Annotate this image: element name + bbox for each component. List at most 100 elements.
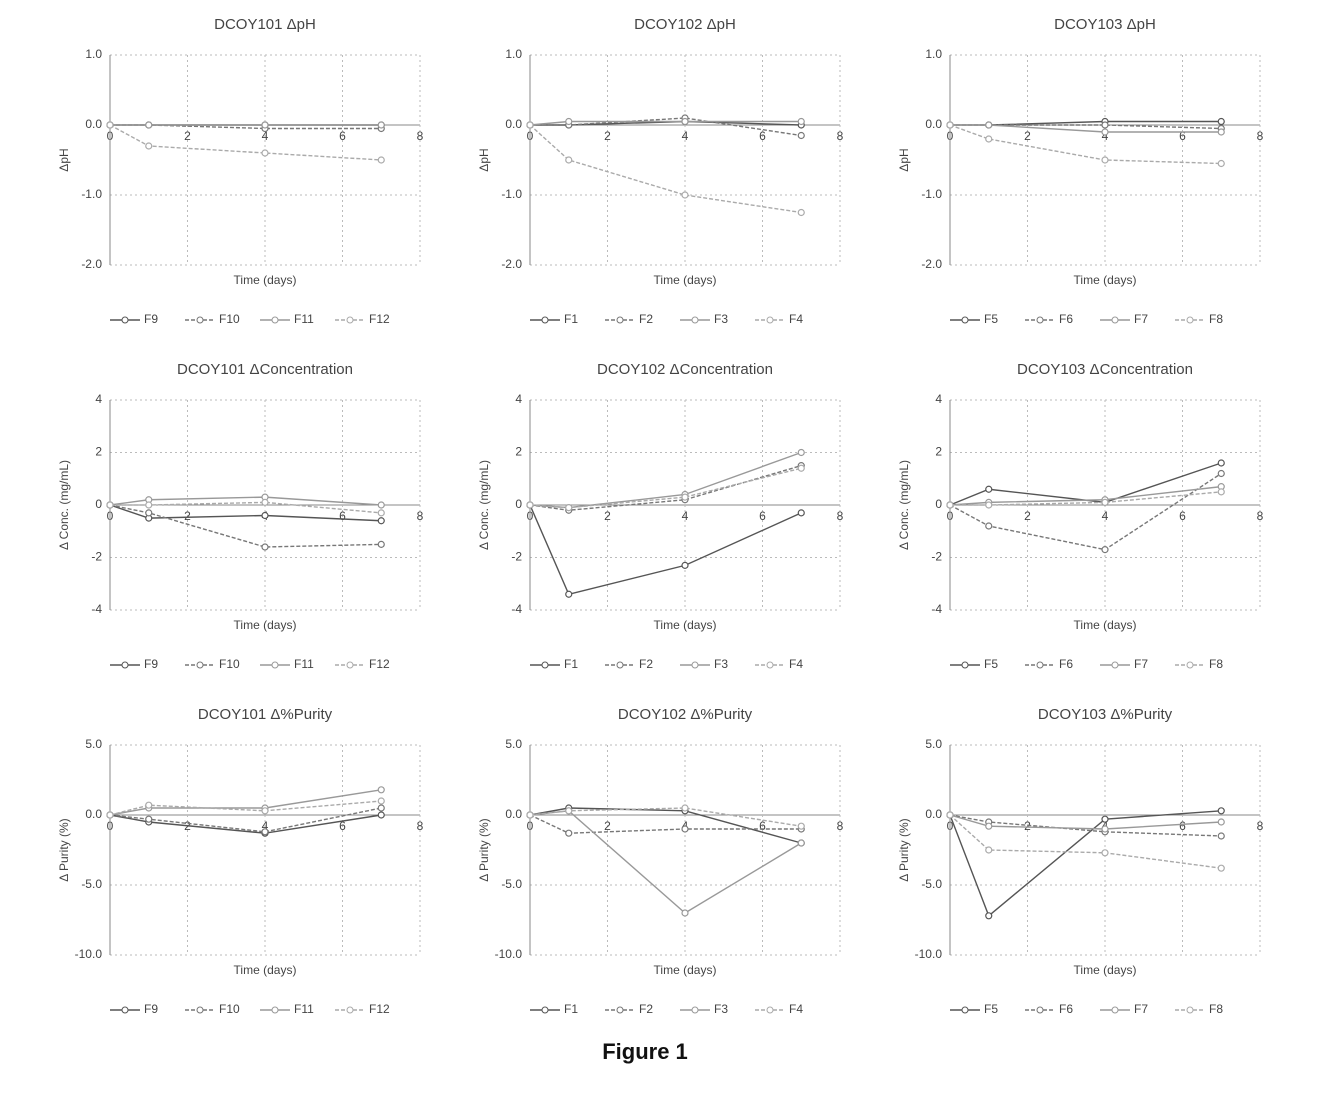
x-tick-label: 8 — [837, 819, 844, 833]
chart-title: DCOY103 Δ%Purity — [1038, 706, 1173, 723]
x-tick-label: 2 — [604, 509, 611, 523]
data-point — [1102, 850, 1108, 856]
y-tick-label: 5.0 — [85, 737, 102, 751]
data-point — [1218, 161, 1224, 167]
legend-label: F8 — [1209, 312, 1223, 326]
y-tick-label: 1.0 — [505, 47, 522, 61]
data-point — [262, 499, 268, 505]
series-line — [530, 453, 801, 508]
legend-label: F4 — [789, 312, 803, 326]
legend-label: F8 — [1209, 1002, 1223, 1016]
chart-title: DCOY102 ΔConcentration — [597, 361, 773, 378]
chart-title: DCOY101 Δ%Purity — [198, 706, 333, 723]
data-point — [378, 502, 384, 508]
data-point — [986, 136, 992, 142]
y-tick-label: 5.0 — [925, 737, 942, 751]
legend-label: F6 — [1059, 1002, 1073, 1016]
x-tick-label: 6 — [1179, 129, 1186, 143]
legend-marker — [542, 1007, 548, 1013]
legend-marker — [692, 662, 698, 668]
x-tick-label: 2 — [604, 129, 611, 143]
y-tick-label: -4 — [511, 602, 522, 616]
legend-label: F1 — [564, 312, 578, 326]
data-point — [1102, 129, 1108, 135]
data-point — [1218, 129, 1224, 135]
data-point — [1218, 460, 1224, 466]
x-tick-label: 8 — [417, 129, 424, 143]
legend-label: F7 — [1134, 1002, 1148, 1016]
legend-label: F12 — [369, 312, 390, 326]
data-point — [262, 544, 268, 550]
legend-marker — [1187, 1007, 1193, 1013]
series-line — [530, 468, 801, 507]
data-point — [986, 122, 992, 128]
data-point — [378, 787, 384, 793]
y-tick-label: -1.0 — [501, 187, 522, 201]
data-point — [1218, 808, 1224, 814]
legend-label: F12 — [369, 657, 390, 671]
chart-title: DCOY103 ΔConcentration — [1017, 361, 1193, 378]
data-point — [146, 510, 152, 516]
legend-label: F2 — [639, 657, 653, 671]
legend-label: F9 — [144, 657, 158, 671]
x-tick-label: 6 — [1179, 509, 1186, 523]
chart-title: DCOY102 Δ%Purity — [618, 706, 753, 723]
x-tick-label: 8 — [417, 819, 424, 833]
data-point — [986, 502, 992, 508]
x-tick-label: 8 — [1257, 819, 1264, 833]
data-point — [1102, 826, 1108, 832]
x-tick-label: 8 — [1257, 129, 1264, 143]
legend-marker — [542, 662, 548, 668]
data-point — [947, 812, 953, 818]
data-point — [566, 505, 572, 511]
y-tick-label: 5.0 — [505, 737, 522, 751]
y-tick-label: -2.0 — [501, 257, 522, 271]
data-point — [986, 913, 992, 919]
data-point — [798, 510, 804, 516]
data-point — [947, 122, 953, 128]
data-point — [378, 518, 384, 524]
y-tick-label: -2.0 — [921, 257, 942, 271]
y-tick-label: 2 — [515, 445, 522, 459]
y-tick-label: 0.0 — [925, 807, 942, 821]
y-tick-label: 0 — [935, 497, 942, 511]
x-axis-label: Time (days) — [234, 273, 297, 287]
x-tick-label: 2 — [1024, 129, 1031, 143]
legend-label: F7 — [1134, 657, 1148, 671]
data-point — [378, 157, 384, 163]
y-tick-label: 4 — [935, 392, 942, 406]
legend-label: F1 — [564, 657, 578, 671]
legend-marker — [1037, 662, 1043, 668]
data-point — [378, 798, 384, 804]
legend-marker — [197, 662, 203, 668]
chart-title: DCOY101 ΔpH — [214, 16, 316, 33]
legend-marker — [1037, 317, 1043, 323]
data-point — [682, 562, 688, 568]
legend-label: F8 — [1209, 657, 1223, 671]
data-point — [566, 808, 572, 814]
data-point — [798, 210, 804, 216]
y-axis-label: Δ Conc. (mg/mL) — [477, 460, 491, 550]
legend-marker — [1112, 662, 1118, 668]
legend-label: F5 — [984, 657, 998, 671]
y-axis-label: Δ Purity (%) — [897, 818, 911, 881]
y-tick-label: -2.0 — [81, 257, 102, 271]
data-point — [527, 122, 533, 128]
legend-marker — [617, 662, 623, 668]
data-point — [146, 143, 152, 149]
legend-label: F5 — [984, 1002, 998, 1016]
x-tick-label: 6 — [339, 509, 346, 523]
y-tick-label: -2 — [931, 550, 942, 564]
legend-marker — [347, 317, 353, 323]
y-axis-label: ΔpH — [897, 148, 911, 171]
data-point — [262, 808, 268, 814]
y-axis-label: Δ Purity (%) — [57, 818, 71, 881]
data-point — [146, 122, 152, 128]
data-point — [1218, 119, 1224, 125]
y-tick-label: 4 — [515, 392, 522, 406]
x-tick-label: 2 — [184, 509, 191, 523]
y-tick-label: 0.0 — [505, 807, 522, 821]
y-tick-label: -4 — [91, 602, 102, 616]
data-point — [1102, 547, 1108, 553]
y-tick-label: 0.0 — [85, 807, 102, 821]
